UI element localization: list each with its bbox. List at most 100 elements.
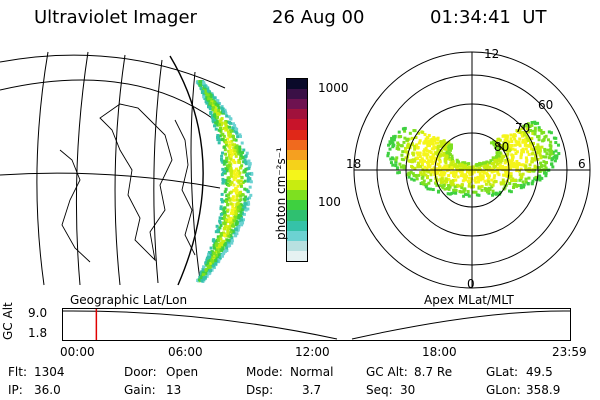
coastline <box>59 149 91 263</box>
aurora-pixel <box>238 133 242 137</box>
aurora-pixel <box>219 130 223 134</box>
aurora-pixel <box>549 152 553 156</box>
aurora-pixel <box>438 154 442 158</box>
aurora-pixel <box>217 141 221 145</box>
aurora-pixel <box>216 228 220 232</box>
aurora-pixel <box>455 166 459 170</box>
aurora-pixel <box>477 163 481 167</box>
aurora-pixel <box>412 174 416 178</box>
aurora-pixel <box>505 179 509 183</box>
aurora-pixel <box>486 162 490 166</box>
mlat-ring-outer <box>353 51 591 289</box>
aurora-pixel <box>394 158 398 162</box>
aurora-pixel <box>507 176 511 180</box>
aurora-pixel <box>209 110 213 114</box>
aurora-pixel <box>213 242 217 246</box>
aurora-pixel <box>454 188 458 192</box>
aurora-pixel <box>237 224 241 228</box>
aurora-pixel <box>430 158 434 162</box>
aurora-pixel <box>465 166 469 170</box>
aurora-pixel <box>500 157 504 161</box>
aurora-pixel <box>476 163 480 167</box>
aurora-pixel <box>224 187 228 191</box>
aurora-pixel <box>507 161 511 165</box>
aurora-pixel <box>424 173 428 177</box>
aurora-pixel <box>537 174 541 178</box>
aurora-pixel <box>420 163 424 167</box>
aurora-pixel <box>244 167 248 171</box>
aurora-pixel <box>446 148 450 152</box>
aurora-pixel <box>529 144 533 148</box>
aurora-pixel <box>470 177 474 181</box>
aurora-pixel <box>521 172 525 176</box>
aurora-pixel <box>233 126 237 130</box>
aurora-pixel <box>517 169 521 173</box>
aurora-pixel <box>501 134 505 138</box>
longitude-line <box>36 51 49 286</box>
aurora-pixel <box>512 165 516 169</box>
info-dsp-label: Dsp: <box>246 383 274 397</box>
aurora-pixel <box>536 148 540 152</box>
aurora-pixel <box>229 149 233 153</box>
aurora-pixel <box>390 139 394 143</box>
aurora-pixel <box>214 230 218 234</box>
aurora-pixel <box>533 177 537 181</box>
aurora-pixel <box>226 241 230 245</box>
aurora-pixel <box>480 169 484 173</box>
aurora-pixel <box>523 164 527 168</box>
aurora-pixel <box>203 84 207 88</box>
aurora-pixel <box>243 187 247 191</box>
aurora-pixel <box>418 151 422 155</box>
aurora-pixel <box>217 119 221 123</box>
aurora-pixel <box>530 152 534 156</box>
aurora-pixel <box>390 136 394 140</box>
aurora-pixel <box>439 141 443 145</box>
aurora-pixel <box>245 151 249 155</box>
aurora-pixel <box>476 176 480 180</box>
aurora-pixel <box>496 166 500 170</box>
altitude-timeline[interactable] <box>62 308 572 342</box>
aurora-pixel <box>202 275 206 279</box>
aurora-pixel <box>236 194 240 198</box>
aurora-pixel <box>464 175 468 179</box>
aurora-pixel <box>231 158 235 162</box>
aurora-pixel <box>225 157 229 161</box>
aurora-pixel <box>217 254 221 258</box>
aurora-pixel <box>215 116 219 120</box>
aurora-pixel <box>225 238 229 242</box>
aurora-pixel <box>236 209 240 213</box>
aurora-pixel <box>534 154 538 158</box>
aurora-pixel <box>199 86 203 90</box>
aurora-pixel <box>220 253 224 257</box>
aurora-pixel <box>222 239 226 243</box>
aurora-pixel <box>445 154 449 158</box>
aurora-pixel <box>533 164 537 168</box>
aurora-pixel <box>229 171 233 175</box>
aurora-pixel <box>394 160 398 164</box>
aurora-pixel <box>536 135 540 139</box>
aurora-pixel <box>223 233 227 237</box>
aurora-pixel <box>482 161 486 165</box>
aurora-pixel <box>224 143 228 147</box>
aurora-pixel <box>228 144 232 148</box>
aurora-pixel <box>466 193 470 197</box>
aurora-pixel <box>223 249 227 253</box>
aurora-pixel <box>436 146 440 150</box>
aurora-pixel <box>405 138 409 142</box>
aurora-pixel <box>237 204 241 208</box>
aurora-pixel <box>444 158 448 162</box>
aurora-pixel <box>236 184 240 188</box>
aurora-pixel <box>533 158 537 162</box>
aurora-pixel <box>443 146 447 150</box>
aurora-pixel <box>434 176 438 180</box>
aurora-pixel <box>540 131 544 135</box>
aurora-pixel <box>211 250 215 254</box>
aurora-pixel <box>465 170 469 174</box>
aurora-pixel <box>236 205 240 209</box>
aurora-pixel <box>234 176 238 180</box>
earth-limb <box>169 55 204 286</box>
aurora-pixel <box>414 135 418 139</box>
info-door-label: Door: <box>124 365 157 379</box>
aurora-pixel <box>391 157 395 161</box>
aurora-pixel <box>229 162 233 166</box>
